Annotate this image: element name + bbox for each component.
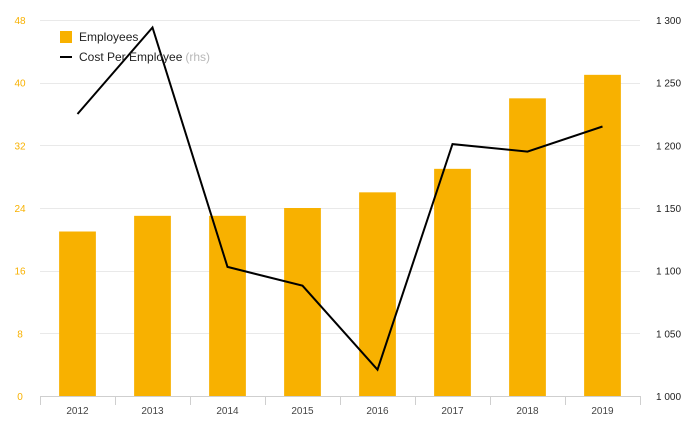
legend-label-cost-per-employee: Cost Per Employee <box>79 50 183 64</box>
legend-item-cost-per-employee: Cost Per Employee (rhs) <box>60 47 210 67</box>
y-left-tick-label-32: 32 <box>14 141 26 152</box>
y-right-tick-label-1300: 1 300 <box>656 16 681 27</box>
bar-employees-2017 <box>434 168 471 396</box>
y-left-tick-label-40: 40 <box>14 79 26 90</box>
legend: Employees Cost Per Employee (rhs) <box>60 27 210 67</box>
y-right-tick-label-1250: 1 250 <box>656 79 681 90</box>
y-right-tick-label-1100: 1 100 <box>656 267 681 278</box>
y-right-tick-label-1200: 1 200 <box>656 141 681 152</box>
y-left-tick-label-16: 16 <box>14 267 26 278</box>
legend-swatch-cost-per-employee <box>60 56 72 58</box>
line-series-cost-per-employee <box>76 25 603 372</box>
bar-series-employees <box>59 74 621 396</box>
x-tick-label-2013: 2013 <box>141 406 164 417</box>
y-left-tick-label-8: 8 <box>17 329 23 340</box>
bar-employees-2014 <box>209 215 246 396</box>
x-tick-label-2014: 2014 <box>216 406 239 417</box>
bar-employees-2018 <box>509 98 546 396</box>
y-right-tick-label-1000: 1 000 <box>656 392 681 403</box>
x-tick-label-2012: 2012 <box>66 406 89 417</box>
x-tick-label-2018: 2018 <box>516 406 539 417</box>
line-cost-per-employee <box>76 25 603 372</box>
y-left-tick-label-48: 48 <box>14 16 26 27</box>
legend-swatch-employees <box>60 31 72 43</box>
legend-item-employees: Employees <box>60 27 210 47</box>
bar-employees-2013 <box>134 215 171 396</box>
x-tick-label-2016: 2016 <box>366 406 389 417</box>
bar-employees-2015 <box>284 208 321 396</box>
x-tick-label-2019: 2019 <box>591 406 614 417</box>
y-left-tick-label-24: 24 <box>14 204 26 215</box>
x-tick-label-2017: 2017 <box>441 406 464 417</box>
legend-label-rhs: (rhs) <box>185 50 211 64</box>
y-left-tick-label-0: 0 <box>17 392 23 403</box>
bar-employees-2016 <box>359 192 396 396</box>
y-right-tick-label-1050: 1 050 <box>656 329 681 340</box>
axes: 0 8 16 24 32 40 48 1 000 1 050 1 100 1 150 1 200 1 2… <box>14 16 681 417</box>
legend-label-employees: Employees <box>79 30 139 44</box>
gridlines <box>40 20 640 334</box>
y-right-tick-label-1150: 1 150 <box>656 204 681 215</box>
bar-employees-2012 <box>59 231 96 396</box>
bar-employees-2019 <box>584 74 621 396</box>
x-tick-label-2015: 2015 <box>291 406 314 417</box>
